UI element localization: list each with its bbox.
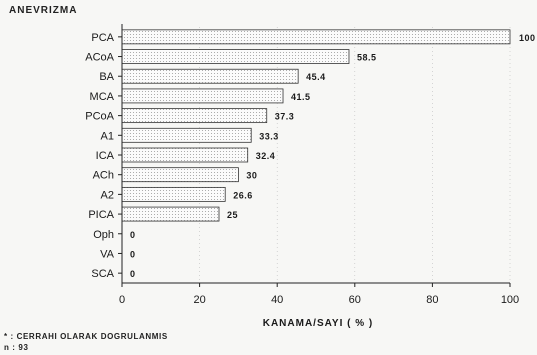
category-label-pica: PICA bbox=[88, 209, 114, 221]
value-label-mca: 41.5 bbox=[291, 92, 311, 102]
category-label-sca: SCA bbox=[91, 268, 114, 280]
category-label-oph: Oph bbox=[93, 229, 114, 241]
category-label-acoa: ACoA bbox=[85, 52, 114, 64]
value-label-sca: 0 bbox=[130, 269, 136, 279]
value-label-ach: 30 bbox=[246, 171, 257, 181]
x-tick-label-20: 20 bbox=[193, 294, 205, 306]
category-label-ba: BA bbox=[99, 71, 114, 83]
chart-title: ANEVRIZMA bbox=[9, 5, 77, 16]
category-label-ach: ACh bbox=[93, 170, 114, 182]
x-tick-label-40: 40 bbox=[271, 294, 283, 306]
value-label-va: 0 bbox=[130, 249, 136, 259]
bar-pcoa bbox=[121, 108, 268, 124]
x-axis-label: KANAMA/SAYI ( % ) bbox=[263, 318, 374, 329]
category-label-pca: PCA bbox=[91, 32, 114, 44]
value-label-a2: 26.6 bbox=[233, 190, 253, 200]
bar-pca bbox=[121, 29, 511, 45]
footnote-verified: * : CERRAHI OLARAK DOGRULANMIS bbox=[4, 332, 168, 341]
value-label-ica: 32.4 bbox=[256, 151, 276, 161]
bar-ica bbox=[121, 147, 249, 163]
bar-a1 bbox=[121, 127, 252, 143]
footnote-n: n : 93 bbox=[4, 343, 29, 352]
bar-ba bbox=[121, 68, 299, 84]
value-label-pca: 100 bbox=[519, 33, 536, 43]
bar-acoa bbox=[121, 49, 350, 64]
bars: 100 58.5 45.4 41.5 37.3 33.3 32.4 30 26.6 25 0 0 0 bbox=[121, 29, 536, 279]
bar-ach bbox=[121, 167, 239, 183]
category-label-ica: ICA bbox=[96, 150, 115, 162]
value-label-pcoa: 37.3 bbox=[275, 112, 295, 122]
value-label-ba: 45.4 bbox=[306, 72, 326, 82]
axes: 0 20 40 60 80 100 PCA ACoA BA MCA PCoA A1 ICA ACh A2 PI… bbox=[85, 24, 519, 306]
value-label-oph: 0 bbox=[130, 230, 136, 240]
bar-pica bbox=[121, 206, 220, 222]
category-label-a1: A1 bbox=[101, 130, 114, 142]
category-label-mca: MCA bbox=[90, 91, 115, 103]
bar-a2 bbox=[121, 186, 226, 202]
value-label-acoa: 58.5 bbox=[357, 53, 377, 63]
x-tick-label-60: 60 bbox=[349, 294, 361, 306]
x-tick-label-100: 100 bbox=[501, 294, 519, 306]
value-label-a1: 33.3 bbox=[259, 131, 279, 141]
x-tick-label-0: 0 bbox=[119, 294, 125, 306]
category-label-a2: A2 bbox=[101, 189, 114, 201]
category-label-va: VA bbox=[100, 248, 115, 260]
x-tick-label-80: 80 bbox=[426, 294, 438, 306]
value-label-pica: 25 bbox=[227, 210, 238, 220]
bar-mca bbox=[121, 88, 284, 104]
category-label-pcoa: PCoA bbox=[85, 111, 114, 123]
